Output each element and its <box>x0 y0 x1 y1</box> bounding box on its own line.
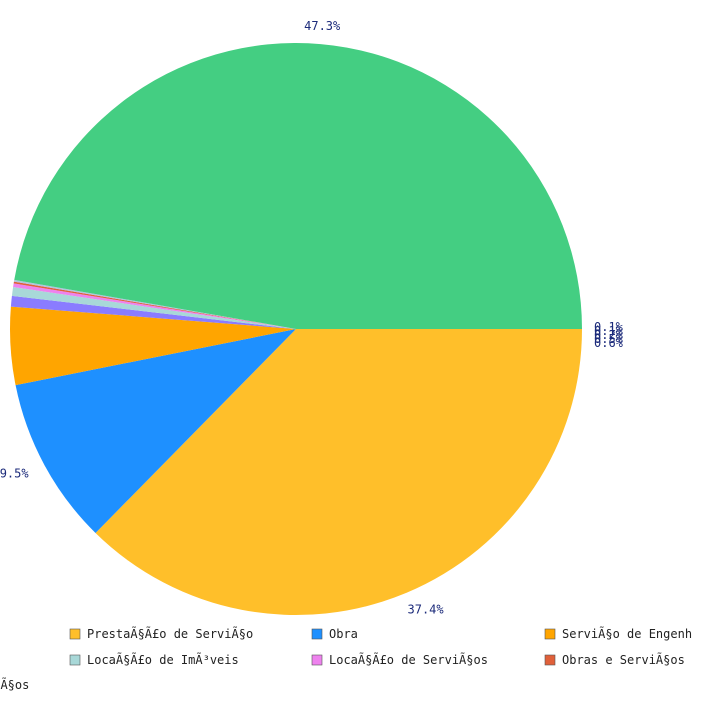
legend-label: PrestaÃ§Ã£o de ServiÃ§o <box>87 626 253 641</box>
legend-item: Obra <box>311 627 358 641</box>
slice-percent-label: 37.4% <box>408 602 445 616</box>
legend-swatch <box>311 654 323 666</box>
pie-slice <box>13 283 297 329</box>
legend-item: LocaÃ§Ã£o de ImÃ³veis <box>69 652 239 667</box>
legend-swatch <box>69 628 81 640</box>
slice-percent-label: 0.6% <box>594 336 624 350</box>
legend-item: LocaÃ§Ã£o de ServiÃ§os <box>311 652 488 667</box>
legend-swatch <box>544 654 556 666</box>
legend: PrestaÃ§Ã£o de ServiÃ§o Obra ServiÃ§o de E… <box>0 626 692 692</box>
pie-slice <box>95 329 582 615</box>
slice-percent-label: 47.3% <box>304 19 341 33</box>
slice-percent-label: 0.1% <box>594 324 624 338</box>
legend-label: LocaÃ§Ã£o de ImÃ³veis <box>87 652 239 667</box>
legend-swatch <box>311 628 323 640</box>
pie-slice <box>10 295 296 329</box>
slice-percent-label: 0.1% <box>594 320 624 334</box>
legend-label: Obras e ServiÃ§os <box>562 652 685 667</box>
legend-label: Obra <box>329 627 358 641</box>
legend-swatch <box>69 654 81 666</box>
pie-slice <box>13 281 296 329</box>
pie-slice <box>15 329 296 533</box>
pie-slice <box>13 279 297 329</box>
pie-slices <box>10 42 583 615</box>
pie-slice <box>11 286 297 329</box>
pie-slice <box>10 306 297 386</box>
legend-label: viÃ§os <box>0 677 29 692</box>
slice-percent-label: 9.5% <box>0 467 29 481</box>
legend-item: PrestaÃ§Ã£o de ServiÃ§o <box>69 626 253 641</box>
slice-percent-label: 0.5% <box>594 332 624 346</box>
legend-item: ServiÃ§o de Engenh <box>544 626 692 641</box>
legend-item: viÃ§os <box>0 677 29 692</box>
slice-percent-label: 0.2% <box>594 328 624 342</box>
legend-item: Obras e ServiÃ§os <box>544 652 685 667</box>
legend-swatch <box>544 628 556 640</box>
pie-slice <box>14 42 583 330</box>
legend-label: LocaÃ§Ã£o de ServiÃ§os <box>329 652 488 667</box>
pie-percent-labels: 37.4%9.5%4.4%0.6%0.5%0.2%0.1%0.1%47.3% <box>0 19 624 616</box>
legend-label: ServiÃ§o de Engenh <box>562 626 692 641</box>
